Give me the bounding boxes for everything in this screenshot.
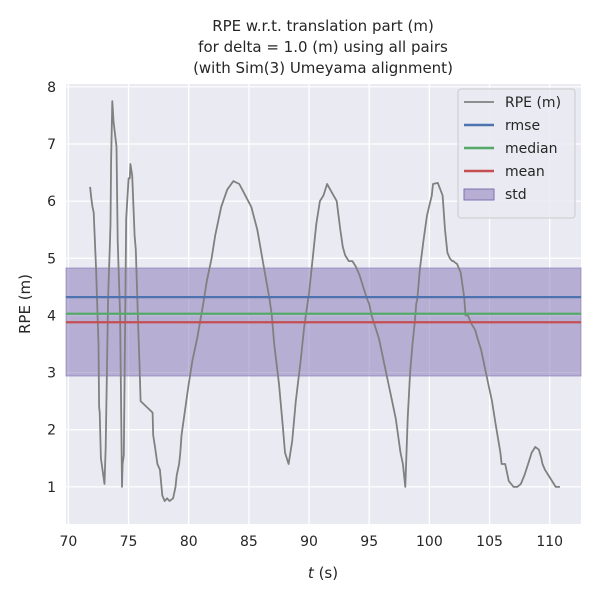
y-tick-label: 4 bbox=[47, 308, 56, 324]
x-tick-label: 100 bbox=[416, 534, 443, 550]
y-tick-label: 8 bbox=[47, 80, 56, 96]
y-tick-label: 7 bbox=[47, 137, 56, 153]
y-tick-label: 3 bbox=[47, 366, 56, 382]
chart-title: RPE w.r.t. translation part (m) for delt… bbox=[193, 17, 453, 77]
y-tick-label: 5 bbox=[47, 251, 56, 267]
legend-label: RPE (m) bbox=[505, 95, 561, 111]
x-tick-label: 90 bbox=[300, 534, 318, 550]
title-line-3: (with Sim(3) Umeyama alignment) bbox=[193, 59, 453, 77]
series-layer bbox=[89, 100, 561, 503]
x-tick-label: 105 bbox=[476, 534, 503, 550]
x-tick-label: 95 bbox=[360, 534, 378, 550]
x-tick-label: 70 bbox=[59, 534, 77, 550]
stat-lines-layer bbox=[66, 296, 581, 324]
y-tick-label: 6 bbox=[47, 194, 56, 210]
title-line-1: RPE w.r.t. translation part (m) bbox=[212, 17, 434, 35]
x-axis-label-unit: (s) bbox=[314, 564, 338, 582]
legend-swatch-std bbox=[463, 188, 495, 201]
title-line-2: for delta = 1.0 (m) using all pairs bbox=[198, 38, 448, 56]
legend: RPE (m) rmse median mean std bbox=[457, 88, 576, 219]
y-tick-label: 2 bbox=[47, 423, 56, 439]
x-axis-label-var: t bbox=[308, 564, 315, 582]
rpe-series-line bbox=[89, 100, 561, 503]
x-tick-label: 75 bbox=[120, 534, 138, 550]
legend-label: rmse bbox=[505, 118, 540, 134]
x-tick-labels: 70 75 80 85 90 95 100 105 110 bbox=[59, 534, 563, 550]
x-tick-label: 80 bbox=[180, 534, 198, 550]
y-tick-labels: 1 2 3 4 5 6 7 8 bbox=[47, 80, 56, 496]
y-tick-label: 1 bbox=[47, 480, 56, 496]
x-axis-label: t (s) bbox=[308, 564, 338, 582]
x-tick-label: 85 bbox=[240, 534, 258, 550]
legend-label: mean bbox=[505, 164, 545, 180]
legend-label: std bbox=[505, 187, 527, 203]
legend-label: median bbox=[505, 141, 557, 157]
y-axis-label: RPE (m) bbox=[16, 274, 34, 334]
legend-box bbox=[457, 88, 576, 219]
x-tick-label: 110 bbox=[536, 534, 563, 550]
